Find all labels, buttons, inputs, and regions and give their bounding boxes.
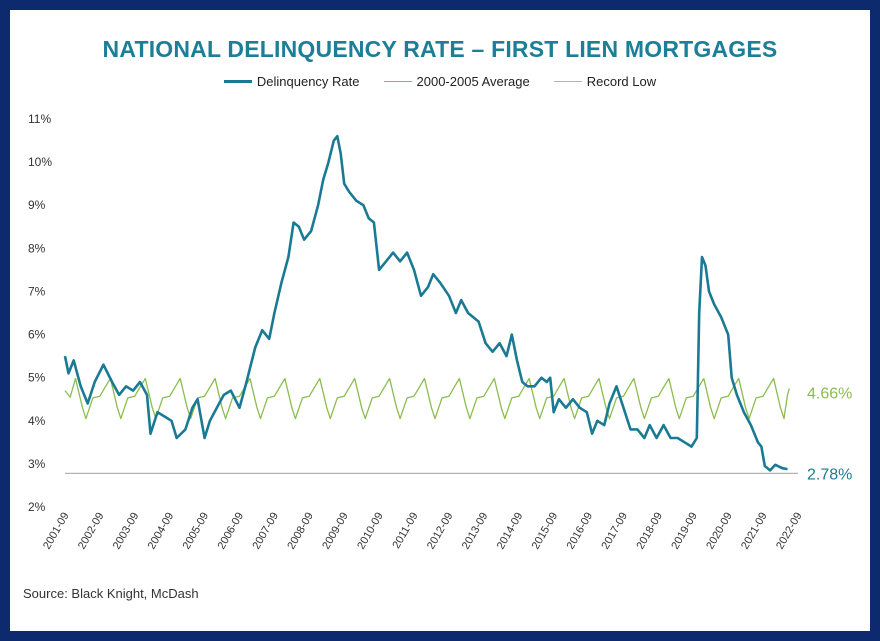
value-annotation: 4.66% [807, 385, 852, 402]
legend-label-average: 2000-2005 Average [416, 74, 530, 89]
legend-swatch-record-low [553, 81, 582, 82]
x-tick-label: 2021-09 [739, 511, 770, 552]
legend-swatch-average [383, 81, 412, 82]
legend-item-record-low: Record Low [553, 74, 657, 89]
x-tick-label: 2008-09 [285, 511, 316, 552]
y-tick-label: 4% [28, 414, 46, 428]
x-tick-label: 2010-09 [355, 511, 386, 552]
legend-item-average: 2000-2005 Average [383, 74, 530, 89]
x-tick-label: 2016-09 [565, 511, 596, 552]
x-tick-label: 2004-09 [146, 511, 177, 552]
x-tick-label: 2006-09 [216, 511, 247, 552]
series-line-delinquency-rate [63, 134, 788, 472]
y-tick-label: 9% [28, 198, 46, 212]
legend-label-record-low: Record Low [586, 74, 657, 89]
legend-swatch-delinquency-rate [223, 80, 252, 83]
x-tick-label: 2005-09 [181, 511, 212, 552]
chart-legend: Delinquency Rate 2000-2005 Average Recor… [0, 74, 880, 89]
legend-item-delinquency-rate: Delinquency Rate [223, 74, 360, 89]
x-tick-label: 2018-09 [634, 511, 665, 552]
y-tick-label: 3% [28, 457, 46, 471]
x-tick-label: 2001-09 [41, 511, 72, 552]
x-tick-label: 2003-09 [111, 511, 142, 552]
y-tick-label: 2% [28, 500, 46, 514]
y-tick-label: 5% [28, 371, 46, 385]
value-annotation: 2.78% [807, 466, 852, 483]
source-note: Source: Black Knight, McDash [23, 586, 199, 601]
y-tick-label: 11% [28, 112, 51, 126]
series-line-2000-2005-average [64, 377, 790, 420]
y-tick-label: 6% [28, 328, 46, 342]
x-tick-label: 2017-09 [599, 511, 630, 552]
y-tick-label: 7% [28, 284, 46, 298]
x-tick-label: 2013-09 [460, 511, 491, 552]
y-tick-label: 10% [28, 155, 52, 169]
x-tick-label: 2014-09 [495, 511, 526, 552]
legend-label-delinquency-rate: Delinquency Rate [256, 74, 360, 89]
x-tick-label: 2022-09 [774, 511, 805, 552]
x-tick-label: 2019-09 [669, 511, 700, 552]
x-tick-label: 2009-09 [320, 511, 351, 552]
x-tick-label: 2007-09 [250, 511, 281, 552]
y-tick-label: 8% [28, 241, 46, 255]
x-tick-label: 2020-09 [704, 511, 735, 552]
chart-title: NATIONAL DELINQUENCY RATE – FIRST LIEN M… [102, 36, 778, 62]
x-tick-label: 2012-09 [425, 511, 456, 552]
chart-frame [10, 10, 870, 631]
x-tick-label: 2002-09 [76, 511, 107, 552]
x-tick-label: 2011-09 [390, 511, 420, 551]
x-tick-label: 2015-09 [530, 511, 561, 552]
